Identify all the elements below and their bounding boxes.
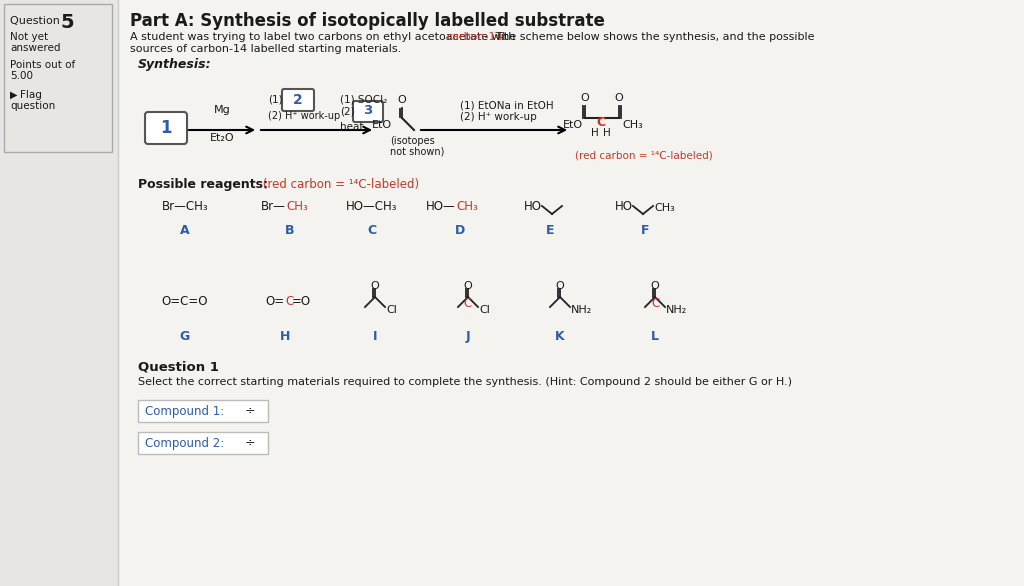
Text: Question 1: Question 1: [138, 360, 219, 373]
Text: A student was trying to label two carbons on ethyl acetoacetate with: A student was trying to label two carbon…: [130, 32, 519, 42]
Text: HO—: HO—: [426, 200, 456, 213]
Text: (2) H⁺ work-up: (2) H⁺ work-up: [460, 112, 537, 122]
Text: Select the correct starting materials required to complete the synthesis. (Hint:: Select the correct starting materials re…: [138, 377, 792, 387]
Text: (red carbon = ¹⁴C-labeled): (red carbon = ¹⁴C-labeled): [259, 178, 419, 191]
Text: CH₃: CH₃: [286, 200, 308, 213]
Text: Br—: Br—: [261, 200, 286, 213]
Text: Synthesis:: Synthesis:: [138, 58, 212, 71]
Text: H: H: [591, 128, 599, 138]
Text: Possible reagents:: Possible reagents:: [138, 178, 268, 191]
Text: (1) EtONa in EtOH: (1) EtONa in EtOH: [460, 100, 554, 110]
Text: G: G: [180, 330, 190, 343]
Text: (red carbon = ¹⁴C-labeled): (red carbon = ¹⁴C-labeled): [575, 150, 713, 160]
Text: The scheme below shows the synthesis, and the possible: The scheme below shows the synthesis, an…: [492, 32, 814, 42]
Text: answered: answered: [10, 43, 60, 53]
FancyBboxPatch shape: [4, 4, 112, 152]
Text: HO: HO: [615, 200, 633, 213]
Text: (isotopes: (isotopes: [390, 136, 435, 146]
Text: O: O: [650, 281, 659, 291]
Text: C: C: [368, 224, 377, 237]
Text: CH₃: CH₃: [622, 120, 643, 130]
Text: 5: 5: [60, 13, 74, 32]
Text: (2): (2): [340, 106, 354, 116]
Text: O: O: [556, 281, 564, 291]
Text: O: O: [371, 281, 379, 291]
Text: (1) SOCl₂: (1) SOCl₂: [340, 94, 387, 104]
Bar: [138, 432, 268, 454]
Text: HO—CH₃: HO—CH₃: [346, 200, 397, 213]
Text: (2) H⁺ work-up: (2) H⁺ work-up: [268, 111, 340, 121]
Text: B: B: [286, 224, 295, 237]
Text: K: K: [555, 330, 565, 343]
Text: O: O: [397, 95, 407, 105]
Text: Not yet: Not yet: [10, 32, 48, 42]
Text: 2: 2: [293, 93, 303, 107]
Text: 1: 1: [160, 119, 172, 137]
Text: O=C=O: O=C=O: [162, 295, 208, 308]
Text: ÷: ÷: [245, 404, 255, 417]
Text: ▶: ▶: [10, 90, 17, 100]
Text: O=: O=: [266, 295, 285, 308]
Text: O: O: [581, 93, 590, 103]
Text: E: E: [546, 224, 554, 237]
Text: Part A: Synthesis of isotopically labelled substrate: Part A: Synthesis of isotopically labell…: [130, 12, 605, 30]
Text: I: I: [373, 330, 377, 343]
Text: Cl: Cl: [479, 305, 489, 315]
Text: Cl: Cl: [386, 305, 397, 315]
Bar: [138, 400, 268, 422]
Text: Mg: Mg: [214, 105, 230, 115]
Text: 3: 3: [364, 104, 373, 118]
Text: C: C: [285, 295, 293, 308]
Text: C: C: [651, 297, 659, 310]
Text: NH₂: NH₂: [571, 305, 592, 315]
Text: 5.00: 5.00: [10, 71, 33, 81]
Text: L: L: [651, 330, 659, 343]
Text: Compound 1:: Compound 1:: [145, 404, 224, 417]
Text: O: O: [464, 281, 472, 291]
Text: Flag: Flag: [20, 90, 42, 100]
Text: carbon-14.: carbon-14.: [446, 32, 506, 42]
Text: Question: Question: [10, 16, 63, 26]
FancyBboxPatch shape: [353, 101, 383, 122]
Text: EtO: EtO: [563, 120, 583, 130]
Text: Et₂O: Et₂O: [210, 133, 234, 143]
Text: H: H: [280, 330, 290, 343]
Text: Points out of: Points out of: [10, 60, 75, 70]
Text: C: C: [596, 116, 605, 129]
Text: Compound 2:: Compound 2:: [145, 437, 224, 449]
Text: D: D: [455, 224, 465, 237]
Bar: [118, 0, 1024, 586]
Text: CH₃: CH₃: [456, 200, 478, 213]
Text: (1): (1): [268, 94, 283, 104]
Text: heat: heat: [340, 122, 364, 132]
Text: NH₂: NH₂: [666, 305, 687, 315]
Text: =O: =O: [292, 295, 311, 308]
Text: ÷: ÷: [245, 437, 255, 449]
Text: question: question: [10, 101, 55, 111]
Text: O: O: [614, 93, 624, 103]
Text: H: H: [603, 128, 611, 138]
FancyBboxPatch shape: [145, 112, 187, 144]
Text: A: A: [180, 224, 189, 237]
FancyBboxPatch shape: [282, 89, 314, 111]
Text: F: F: [641, 224, 649, 237]
Text: Br—CH₃: Br—CH₃: [162, 200, 208, 213]
Text: J: J: [466, 330, 470, 343]
Text: not shown): not shown): [390, 147, 444, 157]
Text: HO: HO: [524, 200, 542, 213]
Text: C: C: [464, 297, 472, 310]
Text: sources of carbon-14 labelled starting materials.: sources of carbon-14 labelled starting m…: [130, 44, 401, 54]
Text: EtO: EtO: [372, 120, 392, 130]
Text: CH₃: CH₃: [654, 203, 675, 213]
